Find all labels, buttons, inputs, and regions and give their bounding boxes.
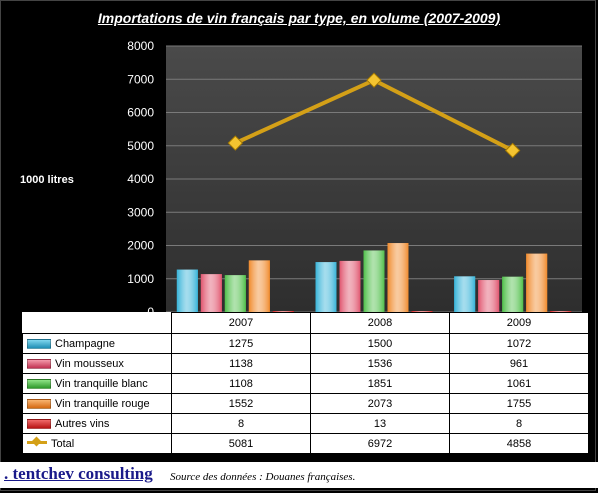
legend-entry: Vin mousseux	[22, 353, 172, 374]
total-point	[366, 72, 382, 88]
bar-shine	[248, 260, 270, 312]
series-label: Vin tranquille blanc	[55, 377, 148, 390]
data-label: 1275	[171, 333, 311, 354]
y-axis-label: 1000 litres	[20, 174, 74, 186]
bar-shine	[200, 274, 222, 312]
bar-shine	[339, 260, 361, 312]
legend-swatch	[27, 338, 51, 349]
data-label: 1108	[171, 373, 311, 394]
y-tick-label: 2000	[127, 239, 154, 253]
bar-shine	[224, 275, 246, 312]
legend-swatch	[27, 418, 51, 429]
bar-shine	[363, 250, 385, 312]
data-label: 5081	[171, 433, 311, 454]
data-table: 2007 2008 2009 Champagne 1275 1500 1072 …	[22, 312, 589, 454]
table-col-2007: 2007	[171, 312, 311, 334]
bar-shine	[454, 276, 476, 312]
total-point	[227, 135, 244, 151]
bar-shine	[550, 311, 572, 312]
y-tick-label: 1000	[127, 272, 154, 286]
data-label: 1138	[171, 353, 311, 374]
chart-plot: 010002000300040005000600070008000	[127, 39, 582, 319]
y-tick-label: 8000	[127, 39, 154, 53]
series-label: Vin mousseux	[55, 357, 124, 370]
bar-shine	[272, 311, 294, 312]
bar-shine	[387, 243, 409, 312]
legend-swatch	[27, 378, 51, 389]
table-row-autres-vins: Autres vins 8 13 8	[22, 413, 589, 434]
total-point	[504, 142, 521, 159]
data-label: 1061	[449, 373, 589, 394]
data-label: 4858	[449, 433, 589, 454]
table-row-vin-tranquille-rouge: Vin tranquille rouge 1552 2073 1755	[22, 393, 589, 414]
y-tick-label: 5000	[127, 139, 154, 153]
series-label: Vin tranquille rouge	[55, 397, 150, 410]
bar-shine	[411, 311, 433, 312]
data-label: 8	[171, 413, 311, 434]
table-header-row: 2007 2008 2009	[22, 312, 589, 334]
data-label: 1552	[171, 393, 311, 414]
table-row-vin-mousseux: Vin mousseux 1138 1536 961	[22, 353, 589, 374]
bar-shine	[315, 262, 337, 312]
series-label: Autres vins	[55, 417, 110, 430]
chart-title: Importations de vin français par type, e…	[97, 10, 501, 26]
bar-shine	[176, 269, 198, 312]
table-corner	[22, 312, 172, 334]
y-tick-label: 3000	[127, 205, 154, 219]
table-row-champagne: Champagne 1275 1500 1072	[22, 333, 589, 354]
y-tick-label: 6000	[127, 106, 154, 120]
series-label: Total	[51, 437, 75, 450]
legend-line-swatch	[27, 441, 47, 445]
legend-entry: Vin tranquille rouge	[22, 393, 172, 414]
table-row-total: Total 5081 6972 4858	[22, 433, 589, 454]
footer: . tentchev consulting Source des données…	[0, 462, 598, 488]
legend-entry: Vin tranquille blanc	[22, 373, 172, 394]
table-col-2008: 2008	[310, 312, 450, 334]
bar-shine	[502, 276, 524, 312]
legend-swatch	[27, 398, 51, 409]
data-label: 13	[310, 413, 450, 434]
table-row-vin-tranquille-blanc: Vin tranquille blanc 1108 1851 1061	[22, 373, 589, 394]
legend-entry: Champagne	[22, 333, 172, 354]
legend-entry: Total	[22, 433, 172, 454]
y-tick-label: 4000	[127, 172, 154, 186]
data-label: 961	[449, 353, 589, 374]
legend-swatch	[27, 358, 51, 369]
data-label: 6972	[310, 433, 450, 454]
bar-shine	[478, 280, 500, 312]
series-label: Champagne	[55, 337, 115, 350]
source-note: Source des données : Douanes françaises.	[170, 471, 356, 483]
y-tick-label: 7000	[127, 72, 154, 86]
data-label: 1851	[310, 373, 450, 394]
table-col-2009: 2009	[449, 312, 589, 334]
data-label: 1500	[310, 333, 450, 354]
data-label: 1536	[310, 353, 450, 374]
bar-shine	[526, 253, 548, 312]
data-label: 1072	[449, 333, 589, 354]
data-label: 8	[449, 413, 589, 434]
data-label: 2073	[310, 393, 450, 414]
data-label: 1755	[449, 393, 589, 414]
brand-logo-text: . tentchev consulting	[4, 464, 153, 483]
legend-entry: Autres vins	[22, 413, 172, 434]
